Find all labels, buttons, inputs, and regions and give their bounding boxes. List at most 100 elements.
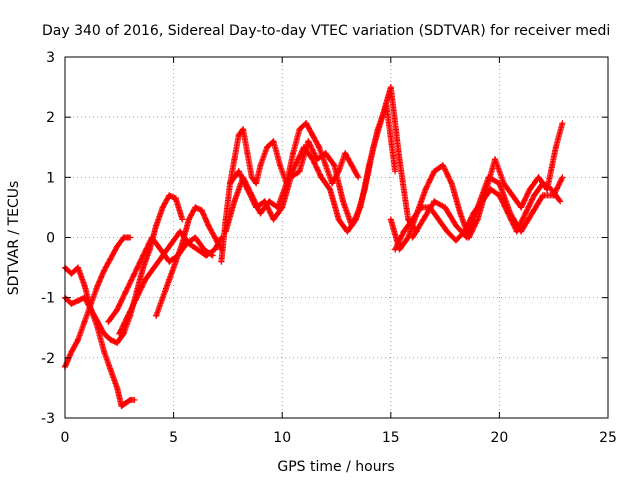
- data-point: [348, 162, 355, 169]
- data-point: [305, 138, 312, 145]
- data-point: [329, 180, 336, 187]
- data-point: [120, 234, 127, 241]
- data-point: [248, 174, 255, 181]
- data-point: [101, 267, 108, 274]
- data-point: [535, 174, 542, 181]
- data-point: [94, 318, 101, 325]
- y-tick-label: 0: [46, 231, 55, 247]
- data-point: [296, 168, 303, 175]
- data-point: [244, 186, 251, 193]
- y-tick-label: -3: [41, 411, 55, 427]
- data-point: [387, 84, 394, 91]
- data-point: [159, 252, 166, 259]
- data-point: [263, 144, 270, 151]
- data-point: [344, 228, 351, 235]
- data-point: [261, 198, 268, 205]
- data-point: [418, 204, 425, 211]
- data-point: [448, 180, 455, 187]
- data-point: [179, 216, 186, 223]
- series-track-9: [227, 102, 399, 229]
- data-point: [496, 180, 503, 187]
- data-point: [492, 156, 499, 163]
- data-point: [485, 174, 492, 181]
- data-point: [140, 264, 147, 271]
- data-point: [342, 150, 349, 157]
- data-point: [151, 264, 158, 271]
- x-tick-label: 10: [273, 430, 291, 446]
- series-track-5: [116, 228, 225, 337]
- data-point: [366, 162, 373, 169]
- data-point: [211, 246, 218, 253]
- data-point: [431, 168, 438, 175]
- data-point: [75, 297, 82, 304]
- data-point: [192, 234, 199, 241]
- data-point: [140, 252, 147, 259]
- data-point: [107, 366, 114, 373]
- data-point: [68, 270, 75, 277]
- data-point: [235, 168, 242, 175]
- data-point: [127, 234, 134, 241]
- y-tick-label: 3: [46, 50, 55, 66]
- x-tick-label: 15: [382, 430, 400, 446]
- data-point: [68, 348, 75, 355]
- data-point: [435, 216, 442, 223]
- data-point: [101, 330, 108, 337]
- data-point: [522, 210, 529, 217]
- data-point: [550, 192, 557, 199]
- data-point: [431, 198, 438, 205]
- data-point: [185, 216, 192, 223]
- data-point: [114, 339, 121, 346]
- x-tick-label: 25: [599, 430, 617, 446]
- data-point: [463, 234, 470, 241]
- data-point: [331, 162, 338, 169]
- y-tick-label: -2: [41, 351, 55, 367]
- data-point: [227, 180, 234, 187]
- data-point: [222, 228, 229, 235]
- data-point: [231, 198, 238, 205]
- data-point: [442, 204, 449, 211]
- data-point: [279, 204, 286, 211]
- data-point: [88, 306, 95, 313]
- data-point: [211, 234, 218, 241]
- y-axis-label: SDTVAR / TECUs: [6, 181, 22, 296]
- data-point: [292, 162, 299, 169]
- data-point: [114, 243, 121, 250]
- data-point: [383, 102, 390, 109]
- data-point: [75, 336, 82, 343]
- data-point: [231, 156, 238, 163]
- data-point: [101, 348, 108, 355]
- data-point: [335, 216, 342, 223]
- data-point: [166, 258, 173, 265]
- data-point: [122, 399, 129, 406]
- data-point: [539, 180, 546, 187]
- ticks: 0 5 10 15 20 25 -3 -2 -1 0 1 2 3: [41, 50, 617, 446]
- data-point: [81, 282, 88, 289]
- data-point: [526, 186, 533, 193]
- data-point: [194, 246, 201, 253]
- data-point: [244, 150, 251, 157]
- data-point: [487, 186, 494, 193]
- data-point: [198, 207, 205, 214]
- data-point: [114, 306, 121, 313]
- data-point: [507, 210, 514, 217]
- data-series: [62, 84, 566, 409]
- data-point: [518, 228, 525, 235]
- data-point: [392, 246, 399, 253]
- data-point: [348, 222, 355, 229]
- data-point: [518, 204, 525, 211]
- data-point: [105, 318, 112, 325]
- data-point: [142, 276, 149, 283]
- data-point: [133, 294, 140, 301]
- data-point: [531, 192, 538, 199]
- data-point: [148, 234, 155, 241]
- data-point: [257, 210, 264, 217]
- data-point: [528, 210, 535, 217]
- data-point: [559, 120, 566, 127]
- data-point: [439, 162, 446, 169]
- data-point: [309, 132, 316, 139]
- x-tick-label: 0: [61, 430, 70, 446]
- data-point: [107, 255, 114, 262]
- data-point: [240, 126, 247, 133]
- data-point: [539, 192, 546, 199]
